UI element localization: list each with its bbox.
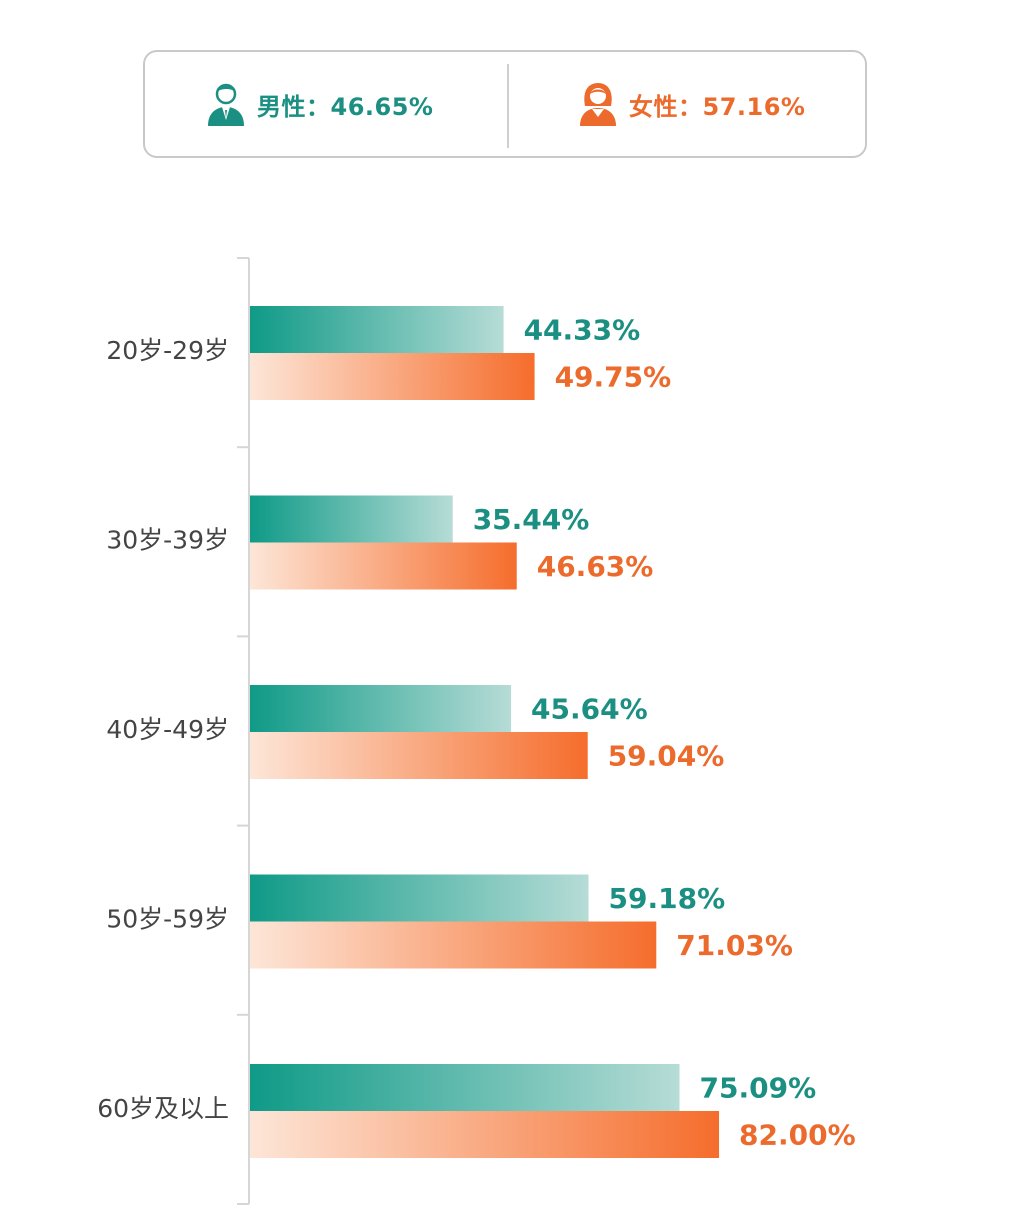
data-label-female: 59.04% xyxy=(608,740,725,773)
category-label: 40岁-49岁 xyxy=(106,715,229,744)
data-label-male: 35.44% xyxy=(473,503,590,536)
legend-female: 女性：57.16% xyxy=(577,52,805,156)
data-label-male: 75.09% xyxy=(700,1072,817,1105)
bar-male xyxy=(250,495,453,543)
legend-female-label: 女性：57.16% xyxy=(629,92,806,121)
female-person-icon xyxy=(580,83,616,126)
data-label-female: 49.75% xyxy=(555,361,672,394)
bar-female xyxy=(250,353,535,400)
bar-male xyxy=(250,1064,680,1111)
data-label-female: 71.03% xyxy=(676,929,793,962)
bar-male xyxy=(250,685,512,732)
category-label: 50岁-59岁 xyxy=(106,905,229,934)
data-label-male: 59.18% xyxy=(609,882,726,915)
category-label: 30岁-39岁 xyxy=(106,526,229,555)
bar-female xyxy=(250,921,657,969)
legend-divider xyxy=(507,64,509,148)
category-label: 60岁及以上 xyxy=(97,1094,229,1123)
bar-female xyxy=(250,1111,720,1158)
bar-female xyxy=(250,542,517,590)
bar-female xyxy=(250,732,588,779)
category-label: 20岁-29岁 xyxy=(106,336,229,365)
legend-box: 男性：46.65% 女性：57.16% xyxy=(143,50,867,158)
bar-male xyxy=(250,306,504,353)
male-person-icon xyxy=(208,83,244,126)
bar-male xyxy=(250,874,589,922)
legend-male-label: 男性：46.65% xyxy=(257,92,434,121)
data-label-female: 82.00% xyxy=(739,1119,856,1152)
data-label-male: 45.64% xyxy=(531,693,648,726)
data-label-male: 44.33% xyxy=(524,314,641,347)
legend-male: 男性：46.65% xyxy=(205,52,433,156)
data-label-female: 46.63% xyxy=(537,550,654,583)
